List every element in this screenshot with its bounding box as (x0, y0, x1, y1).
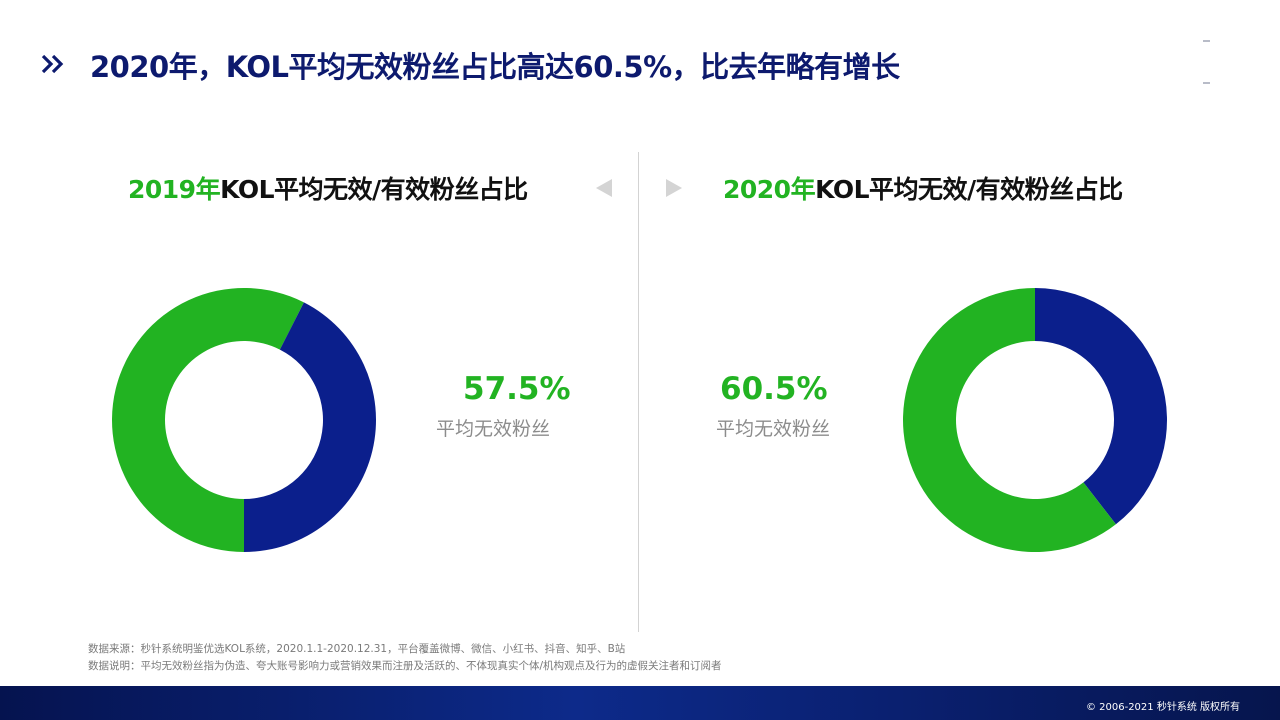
source-line-1: 数据来源：秒针系统明鉴优选KOL系统，2020.1.1-2020.12.31，平… (88, 643, 626, 655)
triangle-left-icon (596, 179, 612, 197)
left-chart-year: 2019年 (128, 175, 221, 204)
triangle-right-icon (666, 179, 682, 197)
slice-invalid (903, 288, 1116, 552)
pct-value-2019: 57.5% (463, 371, 571, 407)
center-divider (638, 152, 639, 632)
right-chart-title-rest: KOL平均无效/有效粉丝占比 (815, 175, 1123, 204)
left-chart-title: 2019年KOL平均无效/有效粉丝占比 (128, 170, 528, 206)
slice-invalid (112, 288, 304, 552)
copyright-text: © 2006-2021 秒针系统 版权所有 (1085, 702, 1240, 713)
page-title: 2020年，KOL平均无效粉丝占比高达60.5%，比去年略有增长 (90, 50, 900, 84)
slice-valid (1035, 288, 1167, 525)
left-chart-title-rest: KOL平均无效/有效粉丝占比 (220, 175, 528, 204)
donut-chart-2019 (112, 288, 376, 552)
footer-bar: © 2006-2021 秒针系统 版权所有 (0, 686, 1280, 720)
double-chevron-icon (41, 54, 64, 74)
right-chart-year: 2020年 (723, 175, 816, 204)
pct-label-2019: 平均无效粉丝 (436, 418, 551, 440)
pct-value-2020: 60.5% (720, 371, 828, 407)
source-line-2: 数据说明：平均无效粉丝指为伪造、夸大账号影响力或营销效果而注册及活跃的、不体现真… (88, 660, 722, 672)
right-chart-title: 2020年KOL平均无效/有效粉丝占比 (723, 170, 1123, 206)
donut-chart-2020 (903, 288, 1167, 552)
slice-valid (244, 302, 376, 552)
data-source-note: 数据来源：秒针系统明鉴优选KOL系统，2020.1.1-2020.12.31，平… (88, 641, 722, 675)
corner-decoration (1200, 40, 1214, 88)
pct-label-2020: 平均无效粉丝 (716, 418, 831, 440)
